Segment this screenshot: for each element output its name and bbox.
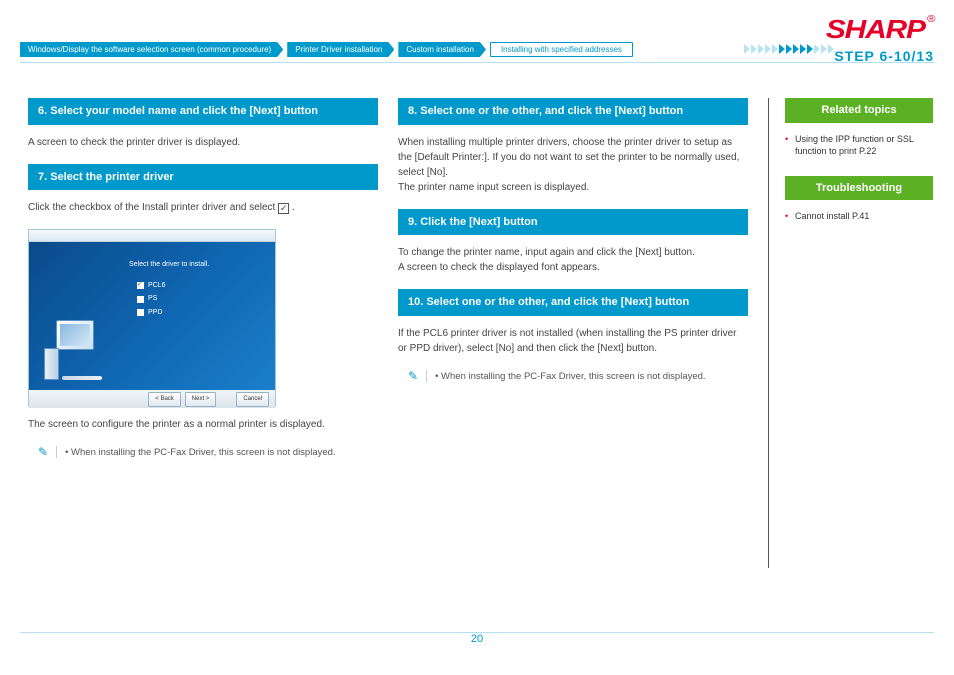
next-button: Next > <box>185 392 217 407</box>
checkbox-icon: ✓ <box>278 203 289 214</box>
column-middle: 8. Select one or the other, and click th… <box>398 98 748 568</box>
body-text: Click the checkbox of the Install printe… <box>28 200 378 215</box>
column-left: 6. Select your model name and click the … <box>28 98 378 568</box>
brand-logo: SHARP® <box>825 14 934 45</box>
progress-arrows <box>744 44 834 54</box>
breadcrumb: Windows/Display the software selection s… <box>20 42 633 57</box>
related-link[interactable]: Using the IPP function or SSL function t… <box>785 133 933 158</box>
note-text: When installing the PC-Fax Driver, this … <box>65 446 336 460</box>
body-text: If the PCL6 printer driver is not instal… <box>398 326 748 356</box>
body-text: When installing multiple printer drivers… <box>398 135 748 195</box>
note-text: When installing the PC-Fax Driver, this … <box>435 370 706 384</box>
breadcrumb-item[interactable]: Custom installation <box>398 42 486 57</box>
related-topics-heading: Related topics <box>785 98 933 123</box>
back-button: < Back <box>148 392 181 407</box>
page-number: 20 <box>471 633 483 645</box>
step-heading: 9. Click the [Next] button <box>398 209 748 236</box>
breadcrumb-item[interactable]: Printer Driver installation <box>287 42 394 57</box>
dialog-screenshot: Select the driver to install. PCL6 PS PP… <box>28 229 276 407</box>
step-heading: 10. Select one or the other, and click t… <box>398 289 748 316</box>
breadcrumb-item-current: Installing with specified addresses <box>490 42 633 57</box>
computer-icon <box>44 320 104 380</box>
body-text: To change the printer name, input again … <box>398 245 748 275</box>
note-icon: ✎ <box>38 446 57 458</box>
checkbox-icon <box>137 309 144 316</box>
troubleshooting-heading: Troubleshooting <box>785 176 933 201</box>
cancel-button: Cancel <box>236 392 269 407</box>
checkbox-icon <box>137 282 144 289</box>
checkbox-icon <box>137 296 144 303</box>
step-heading: 6. Select your model name and click the … <box>28 98 378 125</box>
dialog-instruction: Select the driver to install. <box>129 260 265 271</box>
header-rule <box>20 62 934 63</box>
trouble-link[interactable]: Cannot install P.41 <box>785 210 933 223</box>
note-icon: ✎ <box>408 370 427 382</box>
breadcrumb-item[interactable]: Windows/Display the software selection s… <box>20 42 283 57</box>
step-heading: 7. Select the printer driver <box>28 164 378 191</box>
step-heading: 8. Select one or the other, and click th… <box>398 98 748 125</box>
column-right: Related topics Using the IPP function or… <box>768 98 933 568</box>
body-text: A screen to check the printer driver is … <box>28 135 378 150</box>
body-text: The screen to configure the printer as a… <box>28 417 378 432</box>
